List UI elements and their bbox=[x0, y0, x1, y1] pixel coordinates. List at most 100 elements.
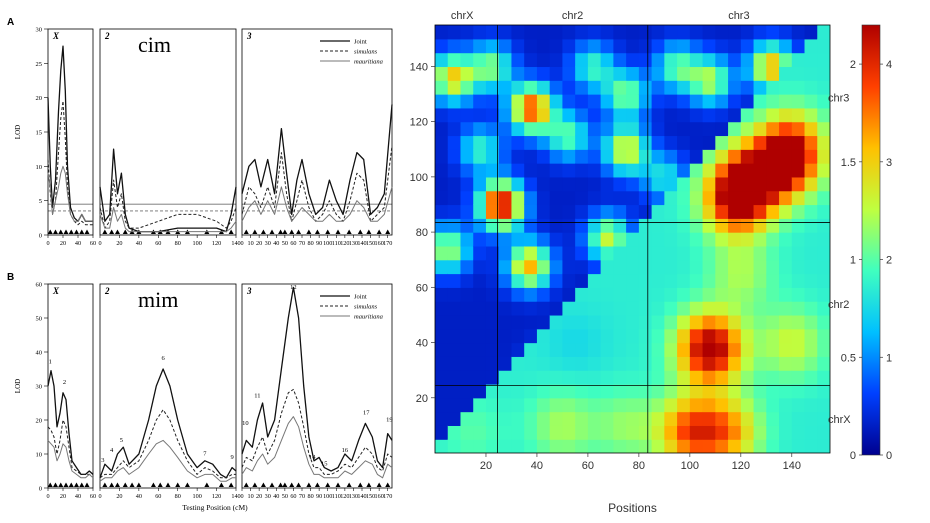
heatmap-cell bbox=[460, 52, 474, 68]
heatmap-cell bbox=[575, 370, 589, 385]
heatmap-cell bbox=[536, 397, 551, 413]
heatmap-cell bbox=[600, 301, 614, 316]
heatmap-cell bbox=[702, 328, 716, 344]
heatmap-cell bbox=[549, 38, 564, 54]
heatmap-cell bbox=[473, 356, 487, 371]
heatmap-cell bbox=[473, 370, 487, 385]
heatmap-cell bbox=[435, 356, 449, 371]
heatmap-cell bbox=[613, 425, 627, 440]
marker-triangle bbox=[68, 229, 74, 234]
heatmap-cell bbox=[600, 135, 614, 150]
y-tick-label: 20 bbox=[36, 418, 43, 425]
heatmap-cell bbox=[473, 107, 487, 123]
heatmap-cell bbox=[651, 328, 665, 344]
heatmap-cell bbox=[664, 397, 678, 413]
colorbar bbox=[861, 24, 881, 456]
marker-triangle bbox=[109, 482, 115, 487]
heatmap-cell bbox=[689, 356, 704, 371]
heatmap-cell bbox=[728, 52, 742, 68]
heatmap-cell bbox=[804, 314, 818, 330]
heatmap-cell bbox=[651, 52, 665, 68]
heatmap-cell bbox=[651, 245, 665, 261]
heatmap-cell bbox=[485, 439, 500, 453]
heatmap-cell bbox=[549, 149, 564, 164]
heatmap-cell bbox=[511, 370, 525, 385]
heatmap-cell bbox=[740, 314, 755, 330]
heatmap-cell bbox=[728, 342, 742, 357]
heatmap-cell bbox=[791, 163, 806, 178]
heatmap-cell bbox=[664, 176, 678, 192]
heatmap-cell bbox=[817, 301, 830, 316]
x-tick-label: 50 bbox=[282, 493, 288, 500]
x-tick-label: 20 bbox=[480, 460, 492, 472]
marker-triangle bbox=[157, 482, 163, 487]
heatmap-cell bbox=[524, 259, 538, 275]
heatmap-cell bbox=[728, 66, 742, 81]
heatmap-cell bbox=[804, 397, 818, 413]
heatmap-cell bbox=[715, 411, 729, 426]
heatmap-cell bbox=[817, 439, 830, 453]
heatmap-cell bbox=[511, 383, 525, 399]
colorbar-label-left: 2 bbox=[850, 59, 856, 71]
heatmap-cell bbox=[664, 356, 678, 371]
heatmap-cell bbox=[651, 149, 665, 164]
colorbar-label-right: 0 bbox=[886, 450, 892, 462]
heatmap-cell bbox=[575, 328, 589, 344]
heatmap-cell bbox=[791, 356, 806, 371]
heatmap-cell bbox=[791, 328, 806, 344]
heatmap-cell bbox=[689, 287, 704, 302]
heatmap-cell bbox=[664, 66, 678, 81]
heatmap-cell bbox=[766, 342, 780, 357]
heatmap-cell bbox=[626, 411, 640, 426]
heatmap-cell bbox=[447, 25, 462, 40]
heatmap-cell bbox=[613, 314, 627, 330]
heatmap-cell bbox=[587, 356, 602, 371]
heatmap-cell bbox=[498, 273, 513, 288]
heatmap-cell bbox=[779, 94, 793, 109]
heatmap-cell bbox=[817, 121, 830, 137]
heatmap-cell bbox=[511, 232, 525, 247]
heatmap-cell bbox=[460, 301, 474, 316]
heatmap-cell bbox=[677, 121, 691, 137]
heatmap-cell bbox=[664, 425, 678, 440]
heatmap-cell bbox=[728, 121, 742, 137]
colorbar-label-right: 2 bbox=[886, 255, 892, 267]
chromosome-label: 3 bbox=[246, 286, 252, 296]
heatmap-cell bbox=[549, 25, 564, 40]
heatmap-cell bbox=[460, 232, 474, 247]
heatmap-cell bbox=[664, 328, 678, 344]
peak-label: 1 bbox=[49, 359, 52, 366]
heatmap-cell bbox=[435, 66, 449, 81]
heatmap-cell bbox=[715, 176, 729, 192]
heatmap-cell bbox=[549, 52, 564, 68]
heatmap-cell bbox=[689, 80, 704, 95]
heatmap-cell bbox=[562, 190, 576, 206]
heatmap-cell bbox=[473, 301, 487, 316]
heatmap-cell bbox=[791, 204, 806, 219]
heatmap-cell bbox=[435, 232, 449, 247]
heatmap-cell bbox=[791, 107, 806, 123]
heatmap-cell bbox=[766, 232, 780, 247]
heatmap-cell bbox=[638, 425, 653, 440]
heatmap-cell bbox=[536, 66, 551, 81]
y-tick-label: 30 bbox=[36, 27, 43, 34]
heatmap-cell bbox=[485, 245, 500, 261]
heatmap-cell bbox=[638, 38, 653, 54]
heatmap-cell bbox=[613, 287, 627, 302]
heatmap-cell bbox=[664, 314, 678, 330]
heatmap-cell bbox=[613, 342, 627, 357]
heatmap-cell bbox=[689, 204, 704, 219]
heatmap-cell bbox=[447, 107, 462, 123]
heatmap-cell bbox=[447, 232, 462, 247]
heatmap-cell bbox=[740, 301, 755, 316]
heatmap-cell bbox=[638, 107, 653, 123]
heatmap-cell bbox=[638, 176, 653, 192]
heatmap-cell bbox=[447, 439, 462, 453]
x-tick-label: 0 bbox=[240, 493, 243, 500]
heatmap-cell bbox=[728, 383, 742, 399]
heatmap-cell bbox=[600, 259, 614, 275]
heatmap-cell bbox=[473, 80, 487, 95]
heatmap-cell bbox=[524, 342, 538, 357]
heatmap-cell bbox=[689, 425, 704, 440]
heatmap-cell bbox=[536, 176, 551, 192]
